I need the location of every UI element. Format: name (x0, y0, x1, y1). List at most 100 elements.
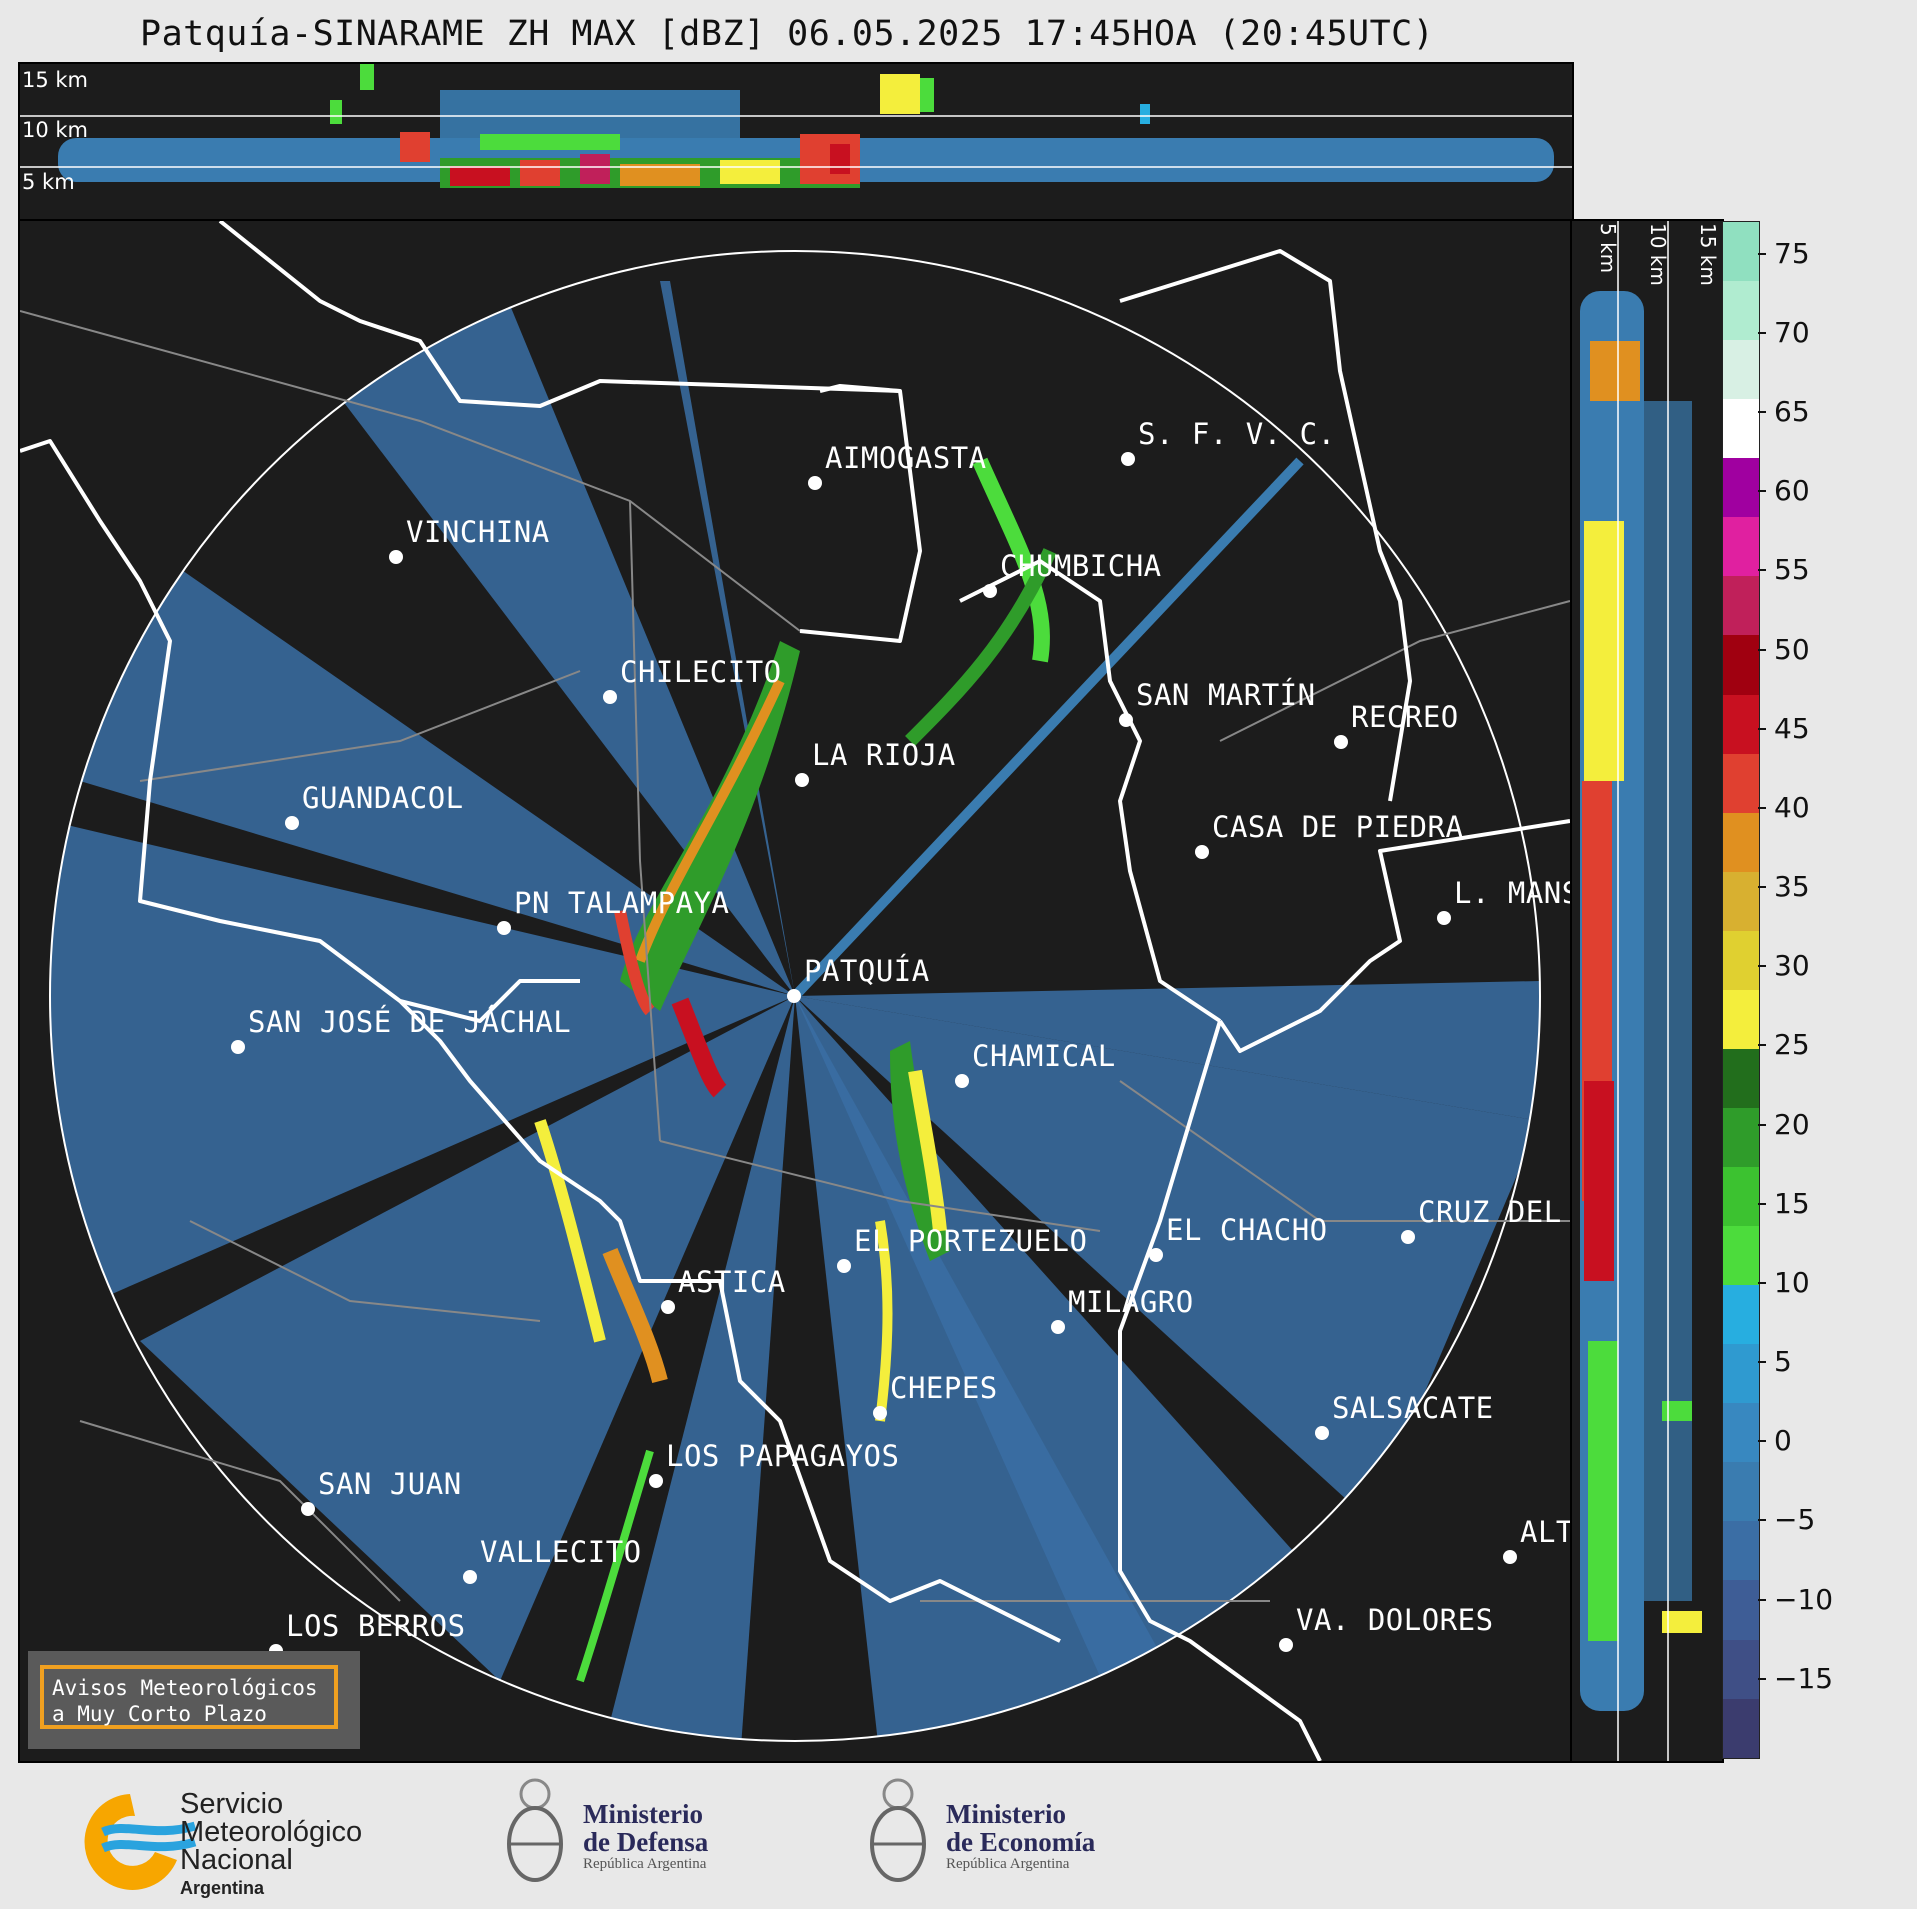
colorbar-band (1723, 930, 1759, 990)
argentina-coat-of-arms-icon (507, 1778, 563, 1882)
city-label: SAN JOSÉ DE JÁCHAL (248, 1005, 572, 1039)
city-dot (285, 816, 299, 830)
city-label: EL CHACHO (1166, 1213, 1328, 1247)
city-label: CHUMBICHA (1000, 549, 1162, 583)
colorbar-band (1723, 517, 1759, 577)
colorbar-band (1723, 399, 1759, 459)
colorbar-band (1723, 576, 1759, 636)
city-dot (808, 476, 822, 490)
colorbar-band (1723, 340, 1759, 400)
defensa-line2: de Defensa (583, 1827, 709, 1857)
city-dot (1121, 452, 1135, 466)
north-south-height-profile: 15 km 10 km 5 km (18, 62, 1574, 221)
colorbar-band (1723, 1521, 1759, 1581)
colorbar-band (1723, 694, 1759, 754)
city-label: CHEPES (890, 1371, 998, 1405)
colorbar-tick-label: −15 (1774, 1661, 1834, 1695)
height-label-10km: 10 km (22, 118, 89, 142)
city-dot (301, 1502, 315, 1516)
defensa-line1: Ministerio (583, 1799, 703, 1829)
smn-line1: Servicio (180, 1788, 284, 1820)
economia-line3: República Argentina (946, 1856, 1070, 1872)
city-label: RECREO (1351, 700, 1459, 734)
city-label: S. F. V. C. (1138, 417, 1336, 451)
radar-map-graphics (20, 221, 1571, 1761)
colorbar-tick-label: 5 (1774, 1345, 1792, 1379)
colorbar-tick-label: 0 (1774, 1424, 1792, 1458)
height-label-15km: 15 km (22, 68, 89, 92)
colorbar-tick-label: −5 (1774, 1503, 1816, 1537)
colorbar-tick-label: 25 (1774, 1028, 1810, 1062)
city-dot (603, 690, 617, 704)
colorbar-band (1723, 989, 1759, 1049)
city-label: CHAMICAL (972, 1039, 1116, 1073)
city-dot (389, 550, 403, 564)
argentina-coat-of-arms-icon (870, 1778, 926, 1882)
city-label: EL PORTEZUELO (854, 1224, 1088, 1258)
city-dot (983, 584, 997, 598)
colorbar-band (1723, 1344, 1759, 1404)
smn-logo: Servicio Meteorológico Nacional Argentin… (55, 1782, 455, 1898)
colorbar-ticks: 75 70 65 60 55 50 45 40 35 30 25 20 15 10 5 0 −5 −10 −15 (1758, 221, 1878, 1757)
city-dot (837, 1259, 851, 1273)
radar-map: AIMOGASTA S. F. V. C. VINCHINA CHUMBICHA CHI… (18, 219, 1574, 1763)
side-height-label-10km: 10 km (1646, 223, 1670, 286)
side-height-label-15km: 15 km (1696, 223, 1720, 286)
colorbar-band (1723, 1048, 1759, 1108)
colorbar-tick-label: 20 (1774, 1107, 1810, 1141)
city-label: PN TALAMPAYA (514, 886, 730, 920)
city-label: SALSACATE (1332, 1391, 1494, 1425)
city-dot (1503, 1550, 1517, 1564)
colorbar-band (1723, 1167, 1759, 1227)
city-dot (873, 1406, 887, 1420)
city-dot (1149, 1248, 1163, 1262)
city-dot (1315, 1426, 1329, 1440)
city-label: CRUZ DEL (1418, 1195, 1562, 1229)
city-dot (1119, 713, 1133, 727)
city-dot (1279, 1638, 1293, 1652)
city-label: PATQUÍA (804, 954, 930, 988)
colorbar-tick-label: 45 (1774, 711, 1810, 745)
east-west-height-profile: 5 km 10 km 15 km (1570, 219, 1724, 1763)
economia-logo: Ministerio de Economía República Argenti… (858, 1772, 1158, 1902)
colorbar-tick-label: 55 (1774, 553, 1810, 587)
economia-line2: de Economía (946, 1827, 1096, 1857)
defensa-logo: Ministerio de Defensa República Argentin… (495, 1772, 755, 1902)
city-dot (1195, 845, 1209, 859)
colorbar-band (1723, 871, 1759, 931)
colorbar-band (1723, 635, 1759, 695)
city-dot (1051, 1320, 1065, 1334)
height-label-5km: 5 km (22, 170, 75, 194)
city-label: GUANDACOL (302, 781, 464, 815)
colorbar-band (1723, 1580, 1759, 1640)
colorbar-tick-label: 30 (1774, 949, 1810, 983)
city-label: LOS PAPAGAYOS (666, 1439, 900, 1473)
colorbar-tick-label: 40 (1774, 790, 1810, 824)
city-label: MILAGRO (1068, 1285, 1194, 1319)
warning-badge-line2: a Muy Corto Plazo (52, 1702, 267, 1726)
colorbar-band (1723, 222, 1759, 282)
city-dot (661, 1300, 675, 1314)
colorbar-band (1723, 753, 1759, 813)
side-height-label-5km: 5 km (1596, 223, 1620, 274)
city-dot (787, 989, 801, 1003)
city-label: LOS BERROS (286, 1609, 466, 1643)
colorbar-tick-label: 50 (1774, 632, 1810, 666)
colorbar-tick-label: 75 (1774, 236, 1810, 270)
city-dot (463, 1570, 477, 1584)
city-dot (231, 1040, 245, 1054)
defensa-wordmark: Ministerio de Defensa República Argentin… (583, 1800, 708, 1873)
city-label: ASTICA (678, 1265, 786, 1299)
dbz-colorbar (1722, 221, 1760, 1759)
footer-logos: Servicio Meteorológico Nacional Argentin… (0, 1760, 1917, 1909)
city-label: SAN MARTÍN (1136, 678, 1316, 712)
smn-emblem-icon (84, 1794, 197, 1890)
city-label: L. MANS (1454, 876, 1574, 910)
city-dot (1401, 1230, 1415, 1244)
city-label: VALLECITO (480, 1535, 642, 1569)
city-dot (1437, 911, 1451, 925)
defensa-line3: República Argentina (583, 1856, 707, 1872)
colorbar-band (1723, 1403, 1759, 1463)
city-dot (649, 1474, 663, 1488)
colorbar-tick-label: 15 (1774, 1186, 1810, 1220)
